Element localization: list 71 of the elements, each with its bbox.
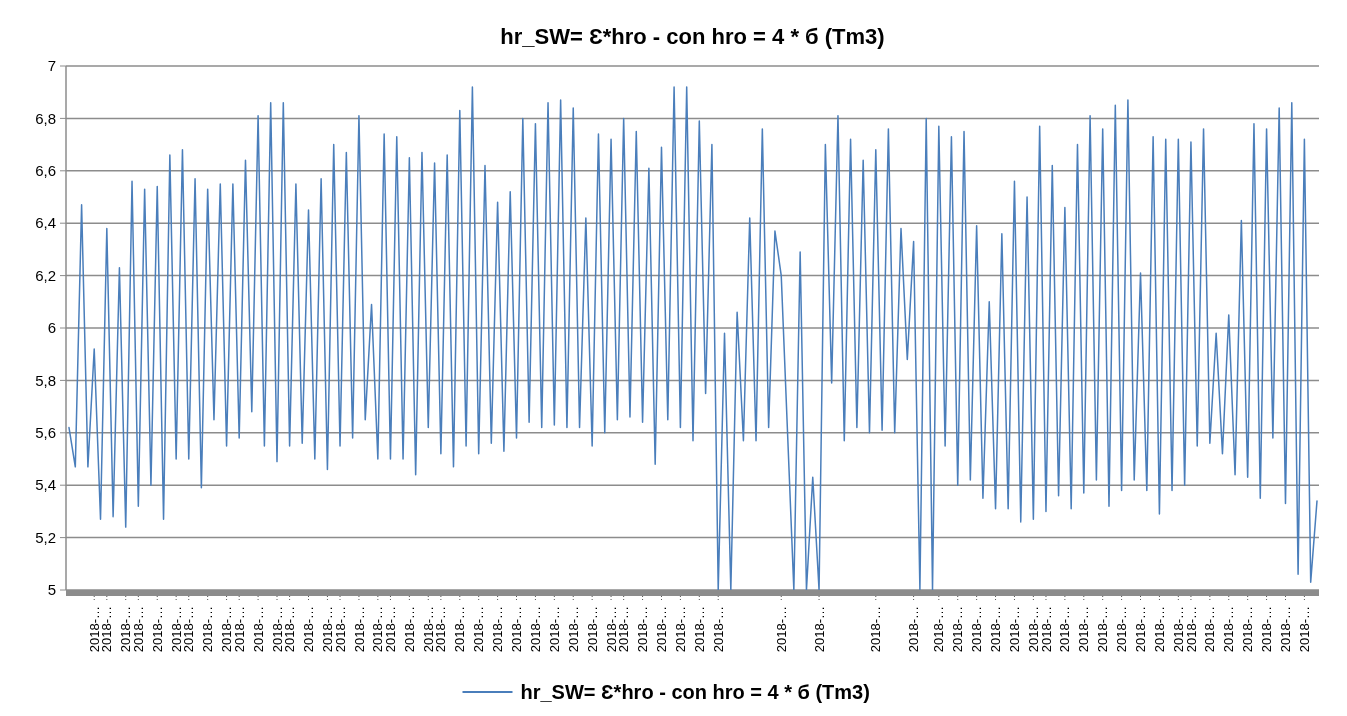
- x-tick-label: 2018-…: [1296, 606, 1312, 653]
- x-tick-label: 2018-…: [988, 606, 1004, 653]
- y-tick-label: 7: [47, 57, 56, 75]
- x-tick-label: 2018-…: [332, 606, 348, 653]
- y-tick-label: 6,8: [35, 109, 56, 127]
- x-tick-label: 2018-…: [635, 606, 651, 653]
- x-tick-label: 2018-…: [1151, 606, 1167, 653]
- x-tick-label: 2018-…: [969, 606, 985, 653]
- x-tick-label: 2018-…: [1007, 606, 1022, 653]
- x-tick-label: 2018-…: [1114, 606, 1130, 653]
- x-tick-label: 2018-…: [1183, 606, 1199, 653]
- x-tick-label: 2018-…: [370, 606, 386, 653]
- x-tick-label: 2018-…: [710, 606, 726, 653]
- x-tick-label: 2018-…: [168, 606, 184, 653]
- x-tick-label: 2018-…: [616, 606, 632, 653]
- x-tick-label: 2018-…: [420, 606, 436, 653]
- x-tick-label: 2018-…: [452, 606, 468, 653]
- x-tick-label: 2018-…: [1170, 606, 1186, 653]
- x-tick-label: 2018-…: [1202, 606, 1218, 653]
- y-tick-label: 5,4: [35, 476, 56, 494]
- x-tick-label: 2018-…: [565, 606, 581, 653]
- x-tick-label: 2018-…: [269, 606, 285, 653]
- x-tick-label: 2018-…: [401, 606, 417, 653]
- x-tick-label: 2018-…: [471, 606, 487, 653]
- x-tick-label: 2018-…: [200, 606, 216, 653]
- x-tick-label: 2018-…: [1240, 606, 1256, 653]
- x-tick-label: 2018-…: [181, 606, 197, 653]
- x-tick-label: 2018-…: [603, 606, 619, 653]
- x-tick-label: 2018-…: [509, 606, 525, 653]
- x-tick-label: 2018-…: [351, 606, 367, 653]
- x-tick-label: 2018-…: [86, 606, 102, 653]
- x-tick-label: 2018-…: [1025, 606, 1041, 653]
- x-tick-label: 2018-…: [868, 606, 884, 653]
- x-tick-label: 2018-…: [527, 606, 543, 653]
- y-tick-label: 6,2: [35, 266, 56, 284]
- chart-title: hr_SW= Ɛ*hro - con hro = 4 * б (Tm3): [500, 24, 885, 49]
- y-tick-label: 6: [47, 319, 56, 337]
- x-tick-label: 2018-…: [383, 606, 398, 653]
- x-tick-label: 2018-…: [1057, 606, 1073, 653]
- x-tick-label: 2018-…: [811, 606, 827, 653]
- y-tick-label: 5,8: [35, 371, 56, 389]
- x-tick-label: 2018-…: [1095, 606, 1111, 653]
- x-tick-label: 2018-…: [1038, 606, 1054, 653]
- y-tick-label: 6,4: [35, 214, 56, 232]
- x-tick-label: 2018-…: [1133, 606, 1149, 653]
- x-tick-label: 2018-…: [950, 606, 966, 653]
- x-tick-label: 2018-…: [1278, 606, 1294, 653]
- x-tick-label: 2018-…: [301, 606, 317, 653]
- x-tick-label: 2018-…: [282, 606, 298, 653]
- y-tick-label: 5,2: [35, 528, 56, 546]
- x-tick-label: 2018-…: [654, 606, 670, 653]
- x-tick-label: 2018-…: [149, 606, 165, 653]
- x-tick-label: 2018-…: [250, 606, 266, 653]
- x-tick-label: 2018-…: [99, 606, 115, 653]
- x-tick-label: 2018-…: [1076, 606, 1092, 653]
- x-tick-label: 2018-…: [931, 606, 947, 653]
- x-tick-label: 2018-…: [773, 606, 789, 653]
- x-tick-label: 2018-…: [546, 606, 562, 653]
- x-tick-label: 2018-…: [1259, 606, 1275, 653]
- y-tick-label: 6,6: [35, 162, 56, 180]
- x-tick-label: 2018-…: [319, 606, 335, 653]
- x-tick-label: 2018-…: [906, 606, 922, 653]
- y-tick-label: 5: [47, 581, 56, 599]
- x-tick-label: 2018-…: [672, 606, 688, 653]
- x-tick-label: 2018-…: [490, 606, 506, 653]
- x-tick-label: 2018-…: [433, 606, 449, 653]
- x-tick-label: 2018-…: [1221, 606, 1237, 653]
- x-tick-label: 2018-…: [691, 606, 707, 653]
- x-tick-label: 2018-…: [584, 606, 600, 653]
- legend-label: hr_SW= Ɛ*hro - con hro = 4 * б (Tm3): [520, 681, 870, 703]
- y-tick-label: 5,6: [35, 424, 56, 442]
